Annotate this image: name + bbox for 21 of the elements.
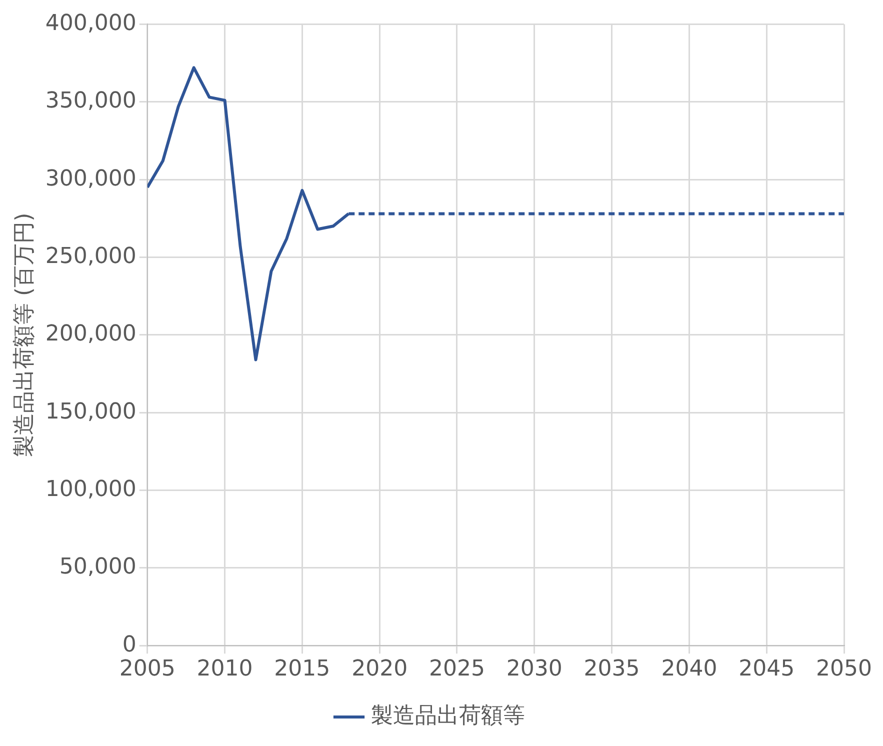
y-tick-label: 150,000	[45, 399, 136, 424]
y-tick-label: 400,000	[45, 10, 136, 36]
y-tick-label: 350,000	[45, 88, 136, 114]
y-tick-label: 250,000	[45, 244, 136, 269]
y-axis-title: 製造品出荷額等 (百万円)	[12, 212, 37, 457]
y-tick-label: 50,000	[59, 554, 136, 580]
legend-label: 製造品出荷額等	[371, 704, 525, 729]
y-tick-label: 300,000	[45, 166, 136, 192]
x-tick-label: 2015	[274, 656, 330, 682]
x-tick-label: 2010	[196, 656, 253, 682]
y-tick-label: 0	[122, 632, 136, 658]
x-tick-label: 2045	[738, 656, 795, 682]
x-tick-label: 2020	[352, 656, 408, 682]
x-tick-label: 2030	[506, 656, 562, 682]
x-tick-label: 2050	[816, 656, 872, 682]
y-tick-label: 200,000	[45, 322, 136, 347]
x-tick-label: 2040	[661, 656, 718, 682]
x-tick-label: 2035	[584, 656, 640, 682]
y-tick-label: 100,000	[45, 476, 136, 502]
x-tick-label: 2025	[428, 656, 485, 682]
x-tick-label: 2005	[119, 656, 176, 682]
